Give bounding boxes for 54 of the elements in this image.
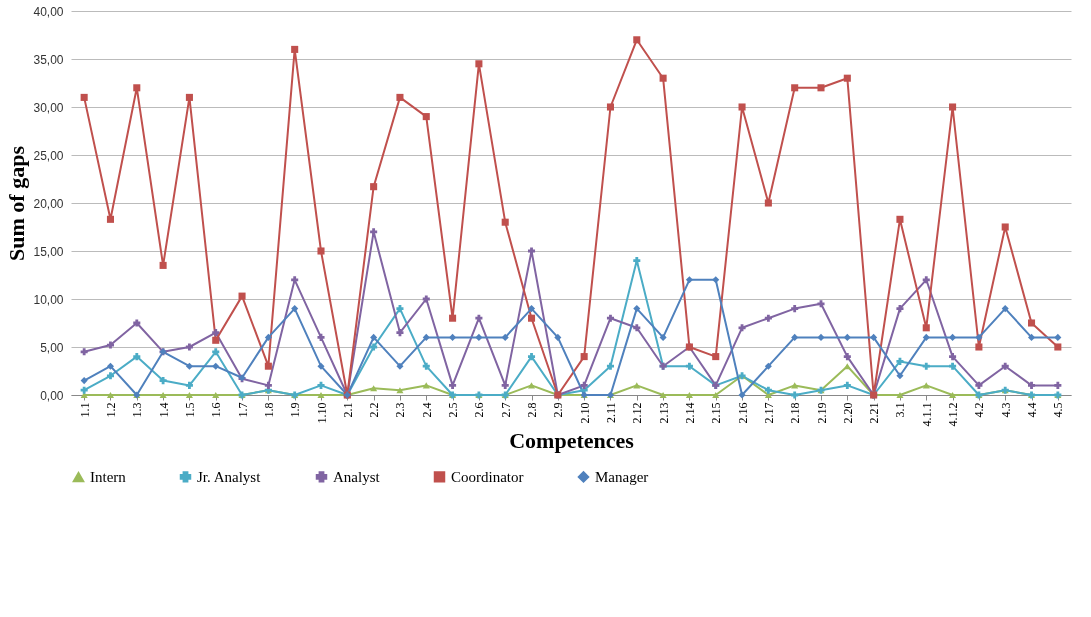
legend-label: Jr. Analyst xyxy=(197,468,262,485)
x-tick-label: 2.3 xyxy=(393,402,408,418)
y-tick-label: 15,00 xyxy=(33,244,64,259)
x-tick-label: 2.10 xyxy=(577,402,592,424)
x-tick-label: 4.3 xyxy=(998,402,1013,418)
x-tick-label: 1.9 xyxy=(288,402,303,418)
x-tick-label: 1.4 xyxy=(156,402,171,418)
x-tick-label: 1.1 xyxy=(77,402,92,418)
x-tick-label: 1.8 xyxy=(261,402,276,418)
x-tick-label: 2.16 xyxy=(735,402,750,424)
x-tick-label: 2.21 xyxy=(867,402,882,424)
x-tick-label: 4.1.1 xyxy=(919,402,934,427)
legend-label: Analyst xyxy=(333,468,381,485)
x-tick-label: 2.17 xyxy=(761,402,776,424)
x-tick-label: 2.15 xyxy=(709,402,724,424)
y-tick-label: 35,00 xyxy=(33,52,64,67)
x-tick-label: 4.4 xyxy=(1025,402,1040,418)
x-tick-label: 2.12 xyxy=(630,402,645,424)
x-tick-label: 4.5 xyxy=(1051,402,1066,418)
x-tick-label: 2.8 xyxy=(525,402,540,418)
y-tick-label: 25,00 xyxy=(33,148,64,163)
x-tick-label: 2.13 xyxy=(656,402,671,424)
y-tick-label: 10,00 xyxy=(33,292,64,307)
legend-label: Intern xyxy=(90,469,127,486)
x-tick-label: 1.7 xyxy=(235,402,250,418)
y-tick-label: 5,00 xyxy=(40,340,64,355)
x-tick-label: 1.10 xyxy=(314,402,329,424)
x-tick-label: 2.18 xyxy=(788,402,803,424)
x-tick-label: 2.6 xyxy=(472,402,487,418)
legend-label: Coordinator xyxy=(451,468,524,485)
x-tick-label: 2.20 xyxy=(840,402,855,424)
x-tick-label: 1.3 xyxy=(130,402,145,418)
x-tick-label: 2.4 xyxy=(419,402,434,418)
x-tick-label: 2.11 xyxy=(603,402,618,424)
x-tick-label: 2.19 xyxy=(814,402,829,424)
y-tick-label: 30,00 xyxy=(33,100,64,115)
y-tick-label: 0,00 xyxy=(40,388,64,403)
x-tick-label: 2.9 xyxy=(551,402,566,418)
x-tick-label: 2.2 xyxy=(367,402,382,418)
legend-label: Manager xyxy=(595,468,649,485)
x-tick-label: 1.5 xyxy=(182,402,197,418)
y-tick-label: 20,00 xyxy=(33,196,64,211)
x-tick-label: 4.1.2 xyxy=(946,402,961,427)
x-tick-label: 3.1 xyxy=(893,402,908,418)
x-axis-title: Competences xyxy=(509,427,635,453)
x-tick-label: 4.2 xyxy=(972,402,987,418)
y-tick-label: 40,00 xyxy=(33,4,64,19)
x-tick-label: 1.2 xyxy=(103,402,118,418)
x-tick-label: 2.1 xyxy=(340,402,355,418)
y-axis-title: Sum of gaps xyxy=(4,145,30,261)
x-tick-label: 2.14 xyxy=(682,402,697,424)
x-tick-label: 2.5 xyxy=(446,402,461,418)
x-tick-label: 2.7 xyxy=(498,402,513,418)
x-tick-label: 1.6 xyxy=(209,402,224,418)
